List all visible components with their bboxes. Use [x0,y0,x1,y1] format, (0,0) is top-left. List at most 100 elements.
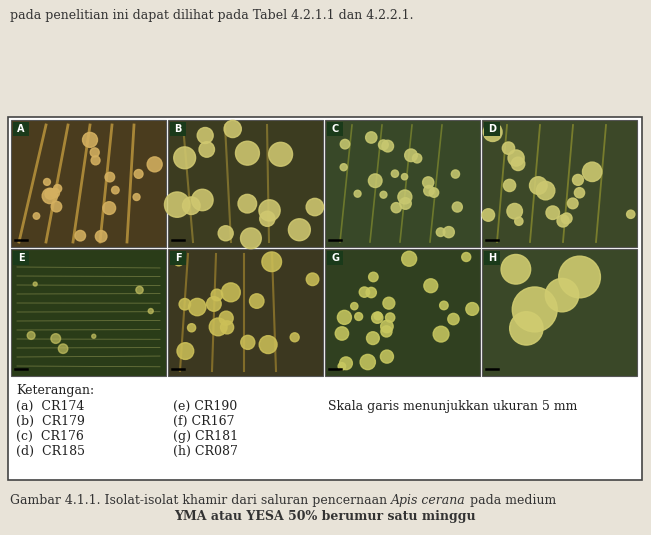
Circle shape [306,273,319,286]
Circle shape [33,213,40,219]
Bar [482,120,637,247]
Circle shape [44,179,50,186]
Circle shape [512,157,525,171]
Circle shape [174,147,195,169]
Bar [168,249,323,376]
Circle shape [179,299,191,310]
Circle shape [546,206,559,219]
Circle shape [189,299,206,316]
Circle shape [103,202,116,215]
Circle shape [380,192,387,198]
Circle shape [380,350,393,363]
Circle shape [626,210,635,218]
Text: C: C [331,124,339,134]
Bar [484,251,500,265]
Circle shape [59,344,68,354]
Circle shape [400,198,411,209]
Text: (h) CR087: (h) CR087 [173,445,238,458]
Circle shape [92,334,96,338]
Circle shape [51,334,61,343]
Circle shape [429,188,439,197]
Circle shape [259,335,277,354]
Text: E: E [18,253,24,263]
Bar [170,122,186,136]
Circle shape [448,314,459,325]
Circle shape [503,142,515,154]
Circle shape [391,203,401,213]
Circle shape [260,211,275,226]
Circle shape [572,174,583,185]
Circle shape [338,363,346,370]
Circle shape [462,253,471,262]
Circle shape [51,188,59,197]
Circle shape [546,278,579,312]
Circle shape [482,209,495,221]
Circle shape [368,272,378,282]
Circle shape [241,335,255,349]
Circle shape [405,149,417,162]
Circle shape [372,312,383,323]
Circle shape [402,251,417,266]
Circle shape [368,174,382,188]
Text: H: H [488,253,496,263]
Circle shape [424,279,437,293]
Circle shape [33,282,37,286]
Circle shape [529,177,547,194]
Circle shape [451,170,460,178]
Text: G: G [331,253,339,263]
Circle shape [568,198,578,209]
Text: Keterangan:: Keterangan: [16,384,94,397]
Circle shape [583,162,602,181]
Bar [325,249,480,376]
Circle shape [133,194,140,201]
Circle shape [366,287,376,297]
Circle shape [381,326,392,337]
Text: (f) CR167: (f) CR167 [173,415,234,428]
Circle shape [503,179,516,192]
Circle shape [574,188,585,198]
Text: B: B [174,124,182,134]
Circle shape [413,154,422,163]
Circle shape [466,303,478,315]
Text: D: D [488,124,496,134]
Circle shape [398,190,412,204]
Circle shape [354,190,361,197]
Text: F: F [174,253,182,263]
Circle shape [355,312,363,320]
Circle shape [182,197,200,215]
Circle shape [351,302,358,310]
Circle shape [557,215,569,227]
Circle shape [221,321,234,334]
Bar [327,122,343,136]
Circle shape [105,172,115,182]
Text: (d)  CR185: (d) CR185 [16,445,85,458]
Circle shape [42,188,57,204]
Circle shape [340,357,352,370]
Circle shape [197,127,213,143]
Circle shape [53,185,62,193]
Circle shape [288,219,311,241]
Circle shape [335,327,349,340]
Bar [325,120,480,247]
Circle shape [209,318,227,336]
Circle shape [83,132,98,147]
Bar [13,122,29,136]
Circle shape [512,287,557,332]
Circle shape [236,141,259,165]
Circle shape [433,326,449,342]
Bar [327,251,343,265]
Circle shape [515,217,523,225]
Circle shape [561,213,572,224]
Circle shape [501,255,531,284]
Circle shape [385,313,395,322]
Circle shape [360,354,376,370]
Circle shape [199,142,214,157]
Bar [8,117,642,480]
Circle shape [259,200,280,221]
Circle shape [249,294,264,308]
Circle shape [374,312,382,320]
Text: (g) CR181: (g) CR181 [173,430,238,443]
Circle shape [507,203,523,219]
Circle shape [290,333,299,342]
Circle shape [559,256,600,298]
